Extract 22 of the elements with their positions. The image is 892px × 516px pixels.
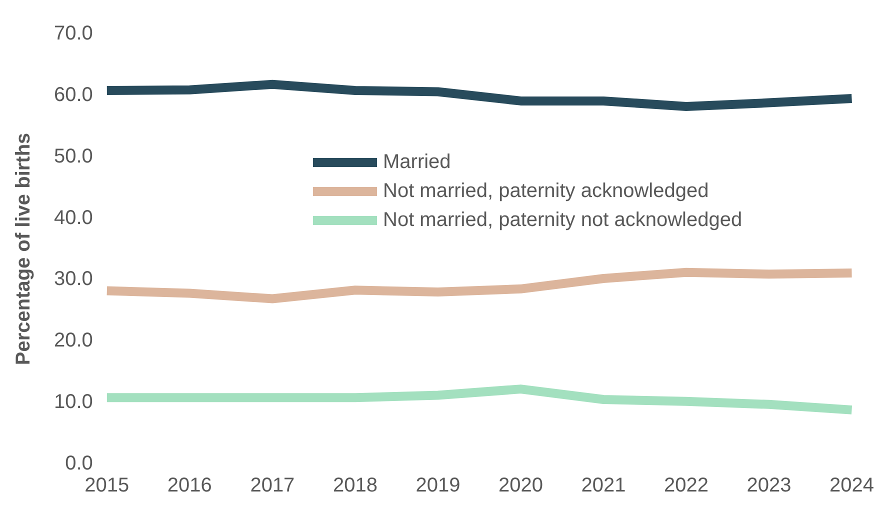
y-tick-label: 10.0 [54,391,93,414]
y-tick-label: 0.0 [65,452,93,475]
x-tick-label: 2017 [250,474,295,497]
x-tick-label: 2018 [332,474,378,497]
y-axis-title: Percentage of live births [12,132,35,366]
x-tick-label: 2021 [581,474,626,497]
legend-label: Married [383,151,451,174]
x-tick-label: 2019 [416,474,460,497]
legend-label: Not married, paternity not acknowledged [383,209,742,232]
x-tick-label: 2024 [830,474,874,497]
x-tick-label: 2020 [498,474,543,497]
x-tick-label: 2016 [167,474,212,497]
y-tick-label: 70.0 [54,22,93,45]
legend-label: Not married, paternity acknowledged [383,180,709,203]
y-tick-label: 30.0 [54,268,93,290]
x-tick-label: 2022 [664,474,708,497]
x-tick-label: 2023 [746,474,792,497]
y-tick-label: 50.0 [54,145,93,168]
y-tick-label: 60.0 [54,84,93,106]
x-tick-label: 2015 [84,474,130,497]
y-tick-label: 20.0 [54,330,93,352]
y-tick-label: 40.0 [54,206,93,229]
